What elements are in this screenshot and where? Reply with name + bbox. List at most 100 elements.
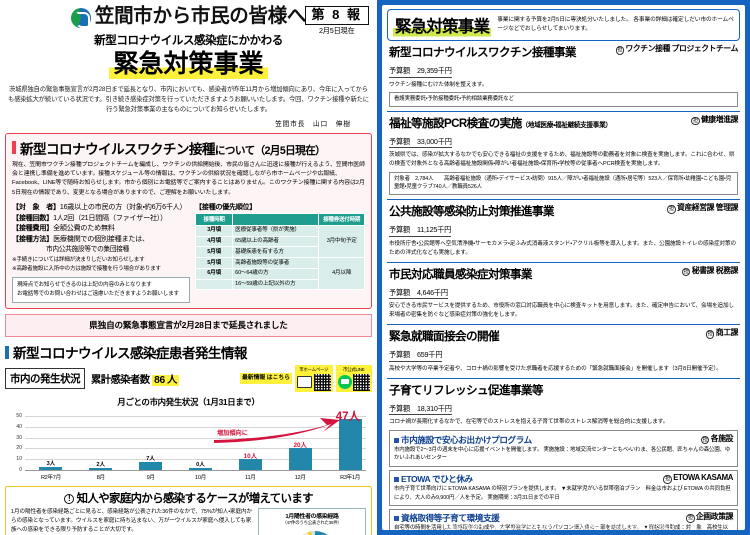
exclamation-icon: ! <box>64 494 75 505</box>
project-name-note: （地域医療・福祉継続支援事業） <box>521 121 612 129</box>
sub-project-item: 市内施設で安心お出かけプログラム 担各施設 市内施設で2～3月の週末を中心に応援… <box>389 430 738 467</box>
gridline <box>25 437 366 439</box>
vaccine-spec-row: 【対 象 者】16歳以上の市民の方（対象・約6万6千人） <box>12 202 190 213</box>
project-description: 安心できる市民サービスを提供するため、市役所の窓口対応職員を中心に検査キットを用… <box>389 303 734 319</box>
total-value: 86 人 <box>152 375 179 387</box>
square-bullet-icon <box>394 516 399 522</box>
monthly-cases-bar-chart: 50 40 30 20 10 0 3人 R2年7月 2人 8月 7人 9月 0人 10月 10人 11月 20人… <box>9 410 368 484</box>
project-item: 市民対応職員感染症対策事業 予算額 4,646千円 担秘書課 税務課 安心できる… <box>387 263 740 326</box>
cell-tick: 4月以降 <box>318 257 365 291</box>
sub-project-item: 資格取得等子育て環境支援 担企画政策課 自宅等の時間を活用した資格取得の助成や、… <box>389 508 738 530</box>
project-name: 子育てリフレッシュ促進事業等 <box>389 383 544 397</box>
table-header-row: 接種時期 接種券送付時期 <box>194 212 365 226</box>
y-axis-tick-label: 10 <box>16 456 22 463</box>
table-row: 3月頃 医療従事者等（県が実施） 3月中旬予定 <box>194 224 365 259</box>
table-row: 5月頃 基礎疾患を有する方 <box>194 246 365 259</box>
spec-value: 16歳以上の市民の方（対象・約6万6千人） <box>59 202 187 211</box>
qr-card-homepage[interactable]: 市ホームページ <box>295 365 333 393</box>
main-title: 緊急対策事業 <box>109 50 268 80</box>
spec-value: 1人2回（21日間隔（ファイザー社）） <box>53 213 167 222</box>
sub-project-description: 自宅等の時間を活用した資格取得の助成や、大学等進学にともなうパソコン購入費の一部… <box>394 525 728 530</box>
warning-line: お電話等でのお問い合わせはご遠慮いただきますようお願いします <box>17 291 180 298</box>
project-description: 市役所庁舎・公民館等へ空気清浄機・サーモカメラ・足ふみ式消毒液スタンド・アクリル… <box>389 240 736 256</box>
cell-who: 医療従事者等（県が実施） <box>232 224 320 237</box>
right-page-title: 緊急対策事業 <box>393 13 492 37</box>
project-inset: 看護実務委託・予防接種委託・予約相談業務委託など <box>389 92 738 107</box>
cell-who: 16～59歳の上記以外の方 <box>232 278 320 291</box>
x-axis <box>25 470 366 472</box>
col-header-who <box>232 212 320 226</box>
vaccine-warning-box: 現時点でお知らせできるのは上記の内容のみとなります お電話等でのお問い合わせはご… <box>12 277 190 304</box>
left-page: 笠間市から市民の皆様へ 第 8 報 2月5日現在 新型コロナウイルス感染症にかか… <box>5 5 372 535</box>
sub-project-item: ETOWA でひと休み 担 ETOWA KASAMA 市内子育て世帯向けに ETO… <box>389 469 738 506</box>
status-badge: 市内の発生状況 <box>5 368 85 390</box>
bar-value-label: 0人 <box>196 462 205 469</box>
spec-continuation: 市内公共施設等での集団接種 <box>46 246 130 253</box>
cell-who: 高齢者施設等の従事者 <box>232 257 320 269</box>
emergency-projects-header: 緊急対策事業 事業に関する予算を2月5日に専決処分いたしました。 各事業の詳細は… <box>387 9 740 41</box>
cell-when <box>194 278 234 291</box>
issue-number: 第 8 報 <box>304 6 369 26</box>
chart-bar <box>89 467 113 471</box>
project-item: 公共施設等感染防止対策推進事業 予算額 11,125千円 担資産経営課 管理課 … <box>387 200 740 263</box>
pie-subtitle: （47件のうち公表された36件） <box>282 520 342 526</box>
spec-label: 【接種費用】 <box>12 224 54 233</box>
vaccine-spec-row: 【接種回数】1人2回（21日間隔（ファイザー社）） <box>12 213 190 224</box>
issue-date: 2月5日現在 <box>318 26 355 36</box>
right-page: 緊急対策事業 事業に関する予算を2月5日に専決処分いたしました。 各事業の詳細は… <box>377 0 750 535</box>
table-row: 16～59歳の上記以外の方 <box>194 278 365 291</box>
vaccine-heading-tail: について <box>214 144 255 157</box>
vaccine-heading: 新型コロナウイルスワクチン接種 <box>20 141 216 157</box>
project-department: 担健康増進課 <box>691 114 738 126</box>
qr-card-line[interactable]: 市公式LINE <box>335 365 372 393</box>
dept-badge-icon: 担 <box>700 435 710 445</box>
pie-title: 1月陽性者の感染経路 <box>285 514 339 521</box>
vaccine-note: ※高齢者施設に入所中の方は施設で接種を行う場合があります <box>12 265 161 272</box>
cell-when: 5月頃 <box>194 246 234 259</box>
project-name: 福祉等施設PCR検査の実施 <box>389 116 522 130</box>
project-department: 担ワクチン接種 プロジェクトチーム <box>615 44 738 55</box>
dept-badge-icon: 担 <box>667 205 676 214</box>
issue-badge: 第 8 報 2月5日現在 <box>304 6 369 36</box>
x-axis-tick-label: R3年1月 <box>340 475 361 482</box>
monitor-icon <box>297 376 312 389</box>
case-heading: ! 知人や家庭内から感染するケースが増えています <box>11 490 366 506</box>
project-name: 緊急就職面接会の開催 <box>389 330 500 344</box>
project-name: 公共施設等感染防止対策推進事業 <box>389 205 555 219</box>
emergency-declaration-strip: 県独自の緊急事態宣言が2月28日まで延長されました <box>5 314 372 338</box>
project-description: 茨城県では、感染が拡大するなかでも安心できる福祉の支援をするため、福祉施設等の勤… <box>389 152 735 168</box>
chart-bar <box>338 419 362 471</box>
dept-badge-icon: 担 <box>681 267 691 277</box>
dept-badge-icon: 担 <box>663 475 672 484</box>
qr-group: 最新情報 はこちら 市ホームページ 市公式LINE <box>240 365 372 393</box>
right-footer: 笠間市役所 TEL. 0296-77-1101 （岩間地区 TEL. 0299-… <box>448 522 679 531</box>
x-axis-tick-label: 9月 <box>146 475 155 482</box>
subtitle: 新型コロナウイルス感染症にかかわる <box>94 35 283 47</box>
project-name: 新型コロナウイルスワクチン接種事業 <box>389 46 577 59</box>
cell-who: 65歳以上の高齢者 <box>232 235 320 248</box>
sub-project-name: 資格取得等子育て環境支援 <box>401 513 500 524</box>
spec-label: 【接種回数】 <box>12 213 54 222</box>
project-budget: 予算額 33,000千円 <box>389 137 452 149</box>
chart-bar <box>139 462 163 471</box>
chart-annotation: 増加傾向に <box>217 430 248 438</box>
project-inset: 対象者 2,784人 高齢者福祉施設（通所・デイサービス・訪問）915人／障がい… <box>389 171 738 196</box>
bar-value-label: 3人 <box>46 460 56 467</box>
vaccine-heading-date: （2月5日現在） <box>254 144 326 157</box>
case-heading-text: 知人や家庭内から感染するケースが増えています <box>76 493 314 506</box>
cell-tick: 3月中旬予定 <box>318 224 365 259</box>
dept-badge-icon: 担 <box>686 514 695 523</box>
project-item: 子育てリフレッシュ促進事業等 予算額 18,310千円 コロナ禍が長期化するなか… <box>387 379 740 530</box>
cell-when: 5月頃 <box>194 257 234 269</box>
vaccine-spec-row: 【接種方法】医療機関での個別接種または、 <box>12 234 190 245</box>
table-row: 5月頃 高齢者施設等の従事者 4月以降 <box>194 257 365 291</box>
project-budget: 予算額 659千円 <box>389 350 443 362</box>
household-infection-box: ! 知人や家庭内から感染するケースが増えています 1月の陽性者を感染経路ごとに見… <box>5 486 372 535</box>
cell-who: 60～64歳の方 <box>232 267 320 280</box>
priority-table-caption: 【接種の優先順位】 <box>195 202 257 211</box>
qr-main-label: 最新情報 はこちら <box>240 372 292 385</box>
project-budget: 予算額 18,310千円 <box>389 404 452 416</box>
infection-heading: 新型コロナウイルス感染症患者発生情報 <box>13 346 247 362</box>
vaccine-note: ※手続きについては詳細が決まりしだいお知らせします <box>12 256 145 263</box>
chart-bar <box>189 468 212 471</box>
